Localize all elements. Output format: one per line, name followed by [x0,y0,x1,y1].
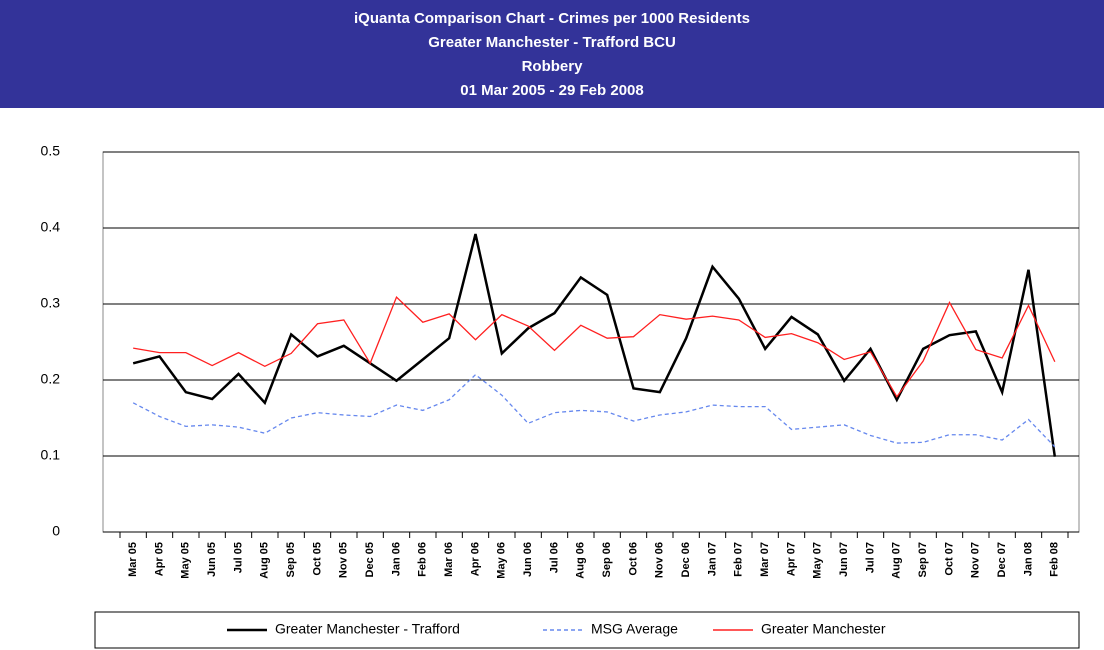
x-tick-label: Feb 06 [417,542,429,577]
y-tick-label: 0.3 [41,295,61,311]
chart-title: Robbery [522,58,584,75]
x-tick-label: Aug 05 [259,542,271,579]
x-tick-label: Dec 07 [996,542,1008,577]
x-tick-label: Oct 06 [627,542,639,576]
chart-title: iQuanta Comparison Chart - Crimes per 10… [354,10,750,27]
x-tick-label: May 05 [180,542,192,579]
x-tick-label: Jul 06 [548,542,560,573]
x-tick-label: Jun 05 [206,542,218,577]
x-tick-label: Jun 07 [838,542,850,577]
x-tick-label: Jan 08 [1022,542,1034,576]
y-tick-label: 0.2 [41,371,61,387]
x-tick-label: Apr 07 [785,542,797,576]
legend-label: Greater Manchester - Trafford [275,621,460,637]
series-line [132,233,1057,457]
x-tick-label: Sep 07 [917,542,929,577]
x-tick-label: Jan 07 [706,542,718,576]
x-tick-label: Nov 07 [970,542,982,578]
x-tick-label: May 06 [496,542,508,579]
x-tick-label: Aug 07 [891,542,903,579]
x-tick-label: Dec 05 [364,542,376,577]
series-line [132,373,1056,448]
legend-box [94,611,1080,649]
x-tick-label: Apr 06 [469,542,481,576]
x-tick-label: Aug 06 [575,542,587,579]
x-tick-label: Jul 07 [864,542,876,573]
x-tick-label: Nov 06 [654,542,666,578]
x-tick-label: Sep 05 [285,542,297,577]
legend-label: MSG Average [591,621,678,637]
x-tick-label: Jan 06 [390,542,402,576]
y-tick-label: 0.4 [41,219,61,235]
x-tick-label: Mar 05 [127,542,139,577]
x-tick-label: Nov 05 [338,542,350,578]
x-tick-label: Feb 08 [1049,542,1061,577]
x-tick-label: Oct 07 [943,542,955,576]
x-tick-label: Dec 06 [680,542,692,577]
header-band [0,0,1104,108]
x-tick-label: Feb 07 [733,542,745,577]
legend-label: Greater Manchester [761,621,886,637]
x-tick-label: Mar 06 [443,542,455,577]
plot-area [102,151,1080,533]
series-line [133,296,1056,398]
x-tick-label: Jun 06 [522,542,534,577]
x-tick-label: Oct 05 [311,542,323,576]
x-tick-label: Sep 06 [601,542,613,577]
x-tick-label: Apr 05 [153,542,165,576]
chart-title: 01 Mar 2005 - 29 Feb 2008 [460,82,643,99]
y-tick-label: 0 [52,523,60,539]
chart-title: Greater Manchester - Trafford BCU [428,34,676,51]
x-tick-label: Mar 07 [759,542,771,577]
x-tick-label: Jul 05 [232,542,244,573]
y-tick-label: 0.1 [41,447,61,463]
x-tick-label: May 07 [812,542,824,579]
y-tick-label: 0.5 [41,143,61,159]
